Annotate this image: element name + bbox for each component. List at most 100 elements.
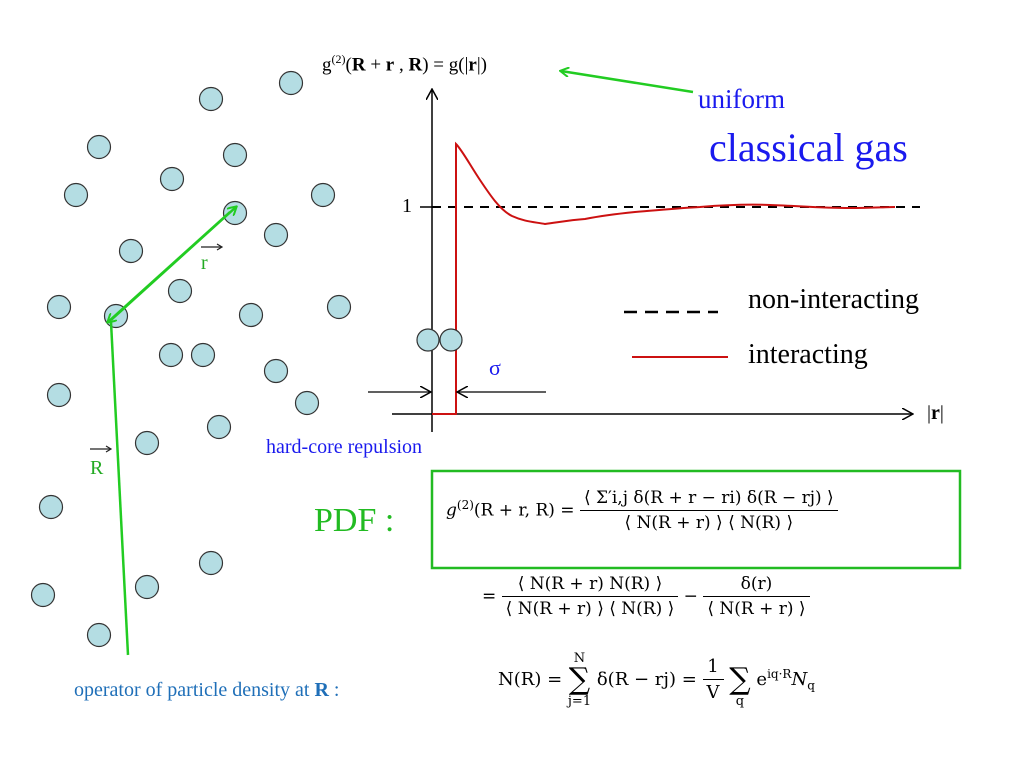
particle	[222, 200, 248, 226]
eq2-equals: =	[482, 586, 497, 607]
y-axis-title-sup: (2)	[331, 52, 346, 66]
x-axis-label-b: |	[939, 402, 944, 424]
particle	[198, 550, 224, 576]
pdf-fraction: ⟨ Σ′i,j δ(R + r − ri) δ(R − rj) ⟩ ⟨ N(R …	[579, 490, 838, 533]
particle	[190, 342, 216, 368]
eq3-sum2-bottom: q	[735, 694, 745, 709]
density-operator-equation: N(R) = N ∑ j=1 δ(R − rj) = 1 V ∑ q eiq·R…	[498, 652, 815, 708]
y-axis-title-d: ,	[394, 54, 409, 76]
pdf-denominator: ⟨ N(R + r) ⟩ ⟨ N(R) ⟩	[624, 513, 794, 533]
y-axis-title-g: g	[322, 54, 332, 76]
pdf-lhs-sup: (2)	[456, 497, 474, 512]
R-vector-label: R	[90, 457, 104, 479]
x-axis-label: |r|	[927, 403, 944, 423]
eq3-exp: iq·R	[767, 667, 792, 681]
contact-particle-right	[439, 328, 463, 352]
eq3-lhs: N(R) =	[498, 669, 563, 690]
y-axis-title-b: (	[345, 54, 352, 76]
eq3-Nq-sub: q	[807, 678, 815, 693]
y-axis-title-c: +	[365, 54, 386, 76]
operator-caption-text: operator of particle density at	[74, 679, 315, 701]
particle	[30, 582, 56, 608]
particle	[159, 166, 185, 192]
pdf-lhs-g: g	[446, 500, 457, 521]
particle	[158, 342, 184, 368]
eq3-Nq: N	[791, 669, 808, 690]
particle	[118, 238, 144, 264]
y-axis-title-R2: R	[408, 54, 423, 76]
x-axis-label-a: |	[927, 402, 932, 424]
y-axis-title-r: r	[385, 54, 395, 76]
r-vector-label: r	[201, 252, 208, 274]
pdf-equation: g(2)(R + r, R) = ⟨ Σ′i,j δ(R + r − ri) δ…	[446, 490, 838, 532]
particle-field	[30, 70, 352, 648]
classical-gas-label: classical gas	[709, 125, 908, 170]
R-label-vector-head	[105, 445, 113, 453]
eq2-numerator-2: δ(r)	[703, 576, 810, 597]
eq3-sum1-bottom: j=1	[567, 694, 592, 709]
particle	[38, 494, 64, 520]
y-axis-title-e: ) = g(|	[422, 54, 469, 76]
particle	[222, 142, 248, 168]
eq2-numerator-1: ⟨ N(R + r) N(R) ⟩	[501, 576, 679, 597]
pdf-equation-box	[430, 469, 962, 570]
pdf-label: PDF :	[314, 502, 395, 539]
R-vector-arrow	[109, 321, 130, 656]
eq3-mid: δ(R − rj) =	[596, 669, 697, 690]
r-label-vector-head	[216, 243, 224, 251]
particle	[206, 414, 232, 440]
sigma-label: σ	[489, 355, 501, 380]
eq2-fraction-2: δ(r) ⟨ N(R + r) ⟩	[703, 576, 810, 619]
eq3-sum1-sigma: ∑	[568, 662, 591, 697]
y-axis-title-f: |)	[476, 54, 487, 76]
eq2-fraction-1: ⟨ N(R + r) N(R) ⟩ ⟨ N(R + r) ⟩ ⟨ N(R) ⟩	[501, 576, 679, 619]
pdf-equation-expansion: = ⟨ N(R + r) N(R) ⟩ ⟨ N(R + r) ⟩ ⟨ N(R) …	[482, 576, 810, 618]
legend-interacting-label: interacting	[748, 339, 868, 370]
particle	[278, 70, 304, 96]
eq3-sum2-sigma: ∑	[729, 662, 751, 697]
operator-caption: operator of particle density at R :	[74, 680, 339, 700]
y-axis-title-R1: R	[351, 54, 366, 76]
legend-noninteracting-label: non-interacting	[748, 284, 920, 315]
particle	[294, 390, 320, 416]
hard-core-label: hard-core repulsion	[266, 436, 423, 458]
particle	[167, 278, 193, 304]
particle	[134, 430, 160, 456]
eq3-sum-2: ∑ q	[729, 652, 751, 709]
eq3-sum-1: N ∑ j=1	[568, 652, 591, 708]
particle	[46, 382, 72, 408]
eq3-V: V	[706, 682, 720, 703]
particle	[46, 294, 72, 320]
r-vector-arrow-back	[108, 211, 231, 322]
eq2-minus: −	[683, 586, 698, 607]
operator-caption-R: R	[314, 679, 329, 701]
particle	[238, 302, 264, 328]
eq3-sum1-top: N	[573, 651, 586, 666]
particle	[326, 294, 352, 320]
contact-particle-left	[416, 328, 440, 352]
interacting-curve	[432, 141, 896, 415]
particle	[86, 622, 112, 648]
particle	[134, 574, 160, 600]
uniform-label: uniform	[698, 84, 785, 114]
operator-caption-colon: :	[328, 679, 340, 701]
eq2-denominator-2: ⟨ N(R + r) ⟩	[707, 599, 806, 619]
pdf-numerator: ⟨ Σ′i,j δ(R + r − ri) δ(R − rj) ⟩	[579, 490, 838, 511]
particle	[198, 86, 224, 112]
one-tick-label: 1	[402, 195, 412, 217]
eq3-fraction: 1 V	[702, 658, 724, 703]
uniform-pointer-arrow	[561, 71, 694, 94]
particle	[263, 358, 289, 384]
eq3-one: 1	[702, 658, 724, 680]
particle	[86, 134, 112, 160]
y-axis-title-r2: r	[468, 54, 477, 76]
y-axis-title: g(2)(R + r , R) = g(|r|)	[322, 53, 487, 74]
eq2-denominator-1: ⟨ N(R + r) ⟩ ⟨ N(R) ⟩	[505, 599, 675, 619]
pdf-lhs-args: (R + r, R) =	[473, 500, 575, 521]
x-axis-label-r: r	[931, 402, 940, 424]
eq3-exp-base: e	[756, 669, 768, 690]
particle	[310, 182, 336, 208]
particle	[263, 222, 289, 248]
particle	[63, 182, 89, 208]
